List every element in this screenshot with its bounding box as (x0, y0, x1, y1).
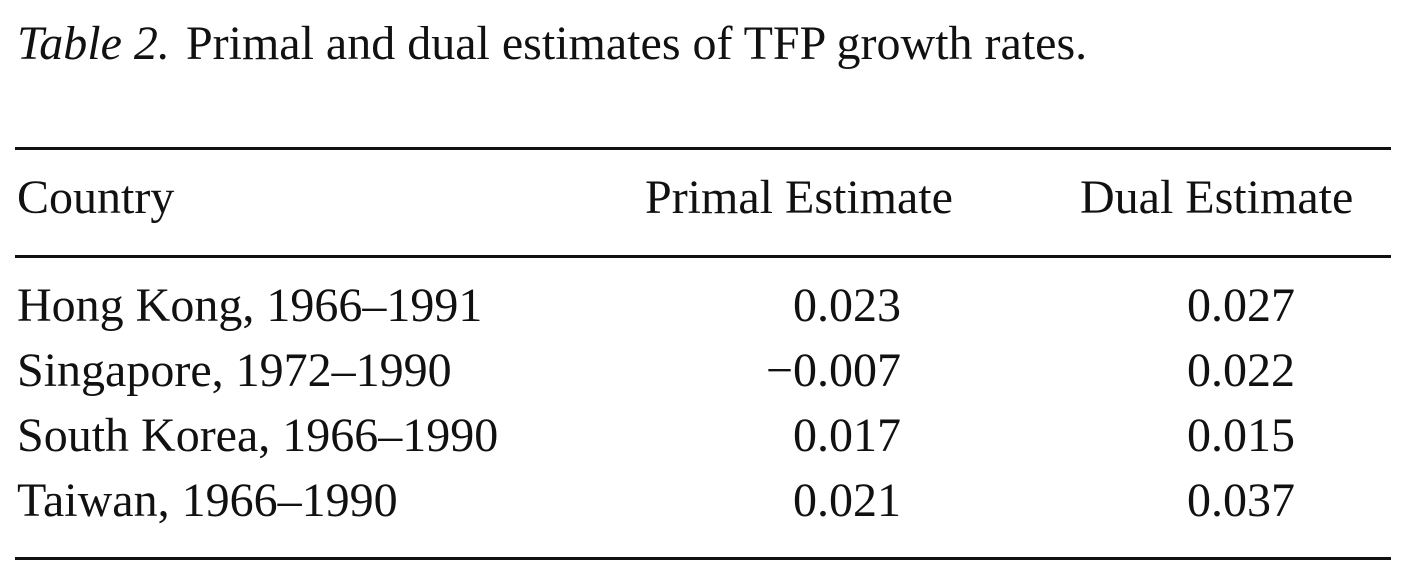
table-top-rule (15, 147, 1391, 150)
table-caption: Table 2. Primal and dual estimates of TFP… (17, 14, 1087, 74)
cell-dual: 0.015 (1187, 409, 1295, 462)
table-caption-title: Primal and dual estimates of TFP growth … (185, 17, 1088, 70)
header-country: Country (17, 171, 175, 224)
cell-dual: 0.022 (1187, 344, 1295, 397)
cell-primal: 0.021 (793, 474, 901, 527)
cell-primal: −0.007 (765, 344, 901, 397)
cell-dual: 0.037 (1187, 474, 1295, 527)
cell-primal: 0.017 (793, 409, 901, 462)
table-caption-label: Table 2. (17, 17, 170, 70)
cell-country: Hong Kong, 1966–1991 (17, 279, 483, 332)
cell-country: Taiwan, 1966–1990 (17, 474, 398, 527)
cell-primal: 0.023 (793, 279, 901, 332)
cell-country: Singapore, 1972–1990 (17, 344, 452, 397)
table-header-rule (15, 255, 1391, 258)
table-bottom-rule (15, 557, 1391, 560)
cell-country: South Korea, 1966–1990 (17, 409, 499, 462)
header-dual-estimate: Dual Estimate (1080, 171, 1354, 224)
header-primal-estimate: Primal Estimate (645, 171, 953, 224)
cell-dual: 0.027 (1187, 279, 1295, 332)
